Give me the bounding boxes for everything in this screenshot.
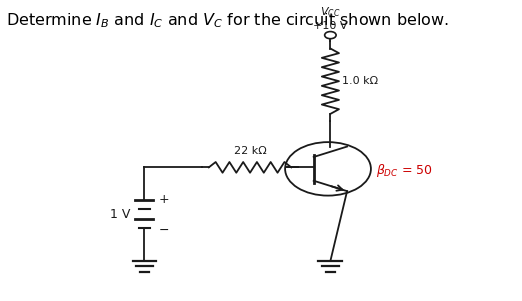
Text: 1.0 kΩ: 1.0 kΩ: [342, 76, 378, 86]
Text: 1 V: 1 V: [110, 208, 130, 221]
Text: +: +: [159, 193, 169, 206]
Text: $V_{CC}$: $V_{CC}$: [320, 5, 341, 19]
Text: Determine $I_B$ and $I_C$ and $V_C$ for the circuit shown below.: Determine $I_B$ and $I_C$ and $V_C$ for …: [6, 11, 449, 30]
Text: +10 V: +10 V: [313, 21, 348, 31]
Text: $\beta_{DC}$ = 50: $\beta_{DC}$ = 50: [376, 162, 432, 179]
Text: −: −: [159, 224, 169, 237]
Text: 22 kΩ: 22 kΩ: [234, 146, 266, 156]
